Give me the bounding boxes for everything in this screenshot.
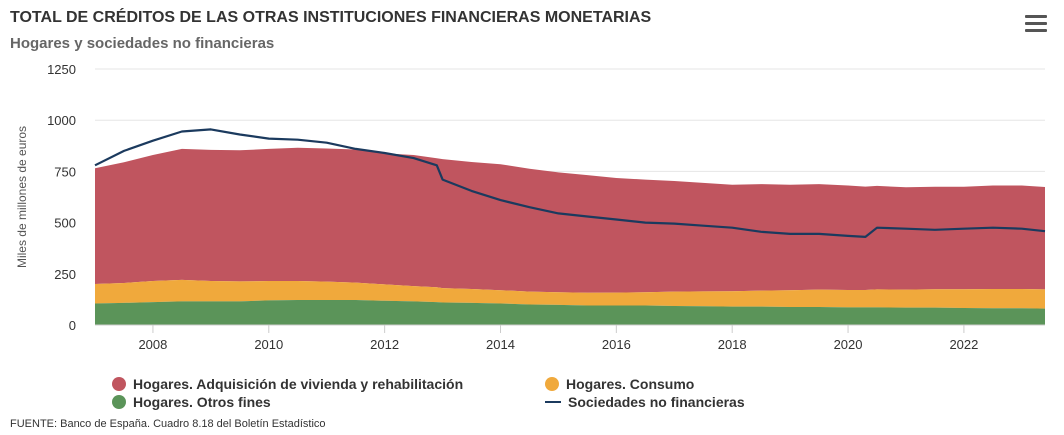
x-tick-label: 2022: [949, 337, 978, 352]
area-otros[interactable]: [95, 300, 1045, 325]
x-tick-label: 2020: [834, 337, 863, 352]
legend-swatch-vivienda: [112, 377, 126, 391]
legend-swatch-sociedades: [545, 401, 561, 403]
y-tick-label: 750: [54, 164, 76, 179]
y-tick-label: 1000: [47, 113, 76, 128]
y-tick-label: 500: [54, 216, 76, 231]
line-sociedades[interactable]: [94, 128, 1046, 238]
y-tick-label: 0: [69, 318, 76, 333]
legend-item-consumo[interactable]: Hogares. Consumo: [545, 376, 694, 392]
source-note: FUENTE: Banco de España. Cuadro 8.18 del…: [10, 418, 326, 430]
area-consumo[interactable]: [95, 279, 1045, 309]
stacked-area-chart: 0 250 500 750 1000 1250 Miles de millones de e…: [15, 62, 1046, 352]
x-tick-label: 2012: [370, 337, 399, 352]
chart-title: TOTAL DE CRÉDITOS DE LAS OTRAS INSTITUCI…: [10, 9, 652, 26]
hamburger-menu-icon[interactable]: [1025, 15, 1047, 33]
x-tick-label: 2008: [138, 337, 167, 352]
x-tick-label: 2014: [486, 337, 515, 352]
y-axis-label: Miles de millones de euros: [15, 126, 29, 268]
legend-swatch-consumo: [545, 377, 559, 391]
legend-label-sociedades: Sociedades no financieras: [568, 394, 745, 410]
x-tick-label: 2018: [718, 337, 747, 352]
legend-item-otros[interactable]: Hogares. Otros fines: [112, 394, 271, 410]
legend-label-vivienda: Hogares. Adquisición de vivienda y rehab…: [133, 376, 464, 392]
legend-swatch-otros: [112, 395, 126, 409]
y-tick-label: 250: [54, 267, 76, 282]
legend-item-sociedades[interactable]: Sociedades no financieras: [545, 394, 745, 410]
y-tick-label: 1250: [47, 62, 76, 77]
legend-label-otros: Hogares. Otros fines: [133, 394, 271, 410]
x-tick-label: 2010: [254, 337, 283, 352]
legend-item-vivienda[interactable]: Hogares. Adquisición de vivienda y rehab…: [112, 376, 463, 392]
chart-subtitle: Hogares y sociedades no financieras: [10, 35, 275, 52]
area-vivienda[interactable]: [95, 147, 1045, 293]
x-tick-label: 2016: [602, 337, 631, 352]
legend-label-consumo: Hogares. Consumo: [566, 376, 695, 392]
